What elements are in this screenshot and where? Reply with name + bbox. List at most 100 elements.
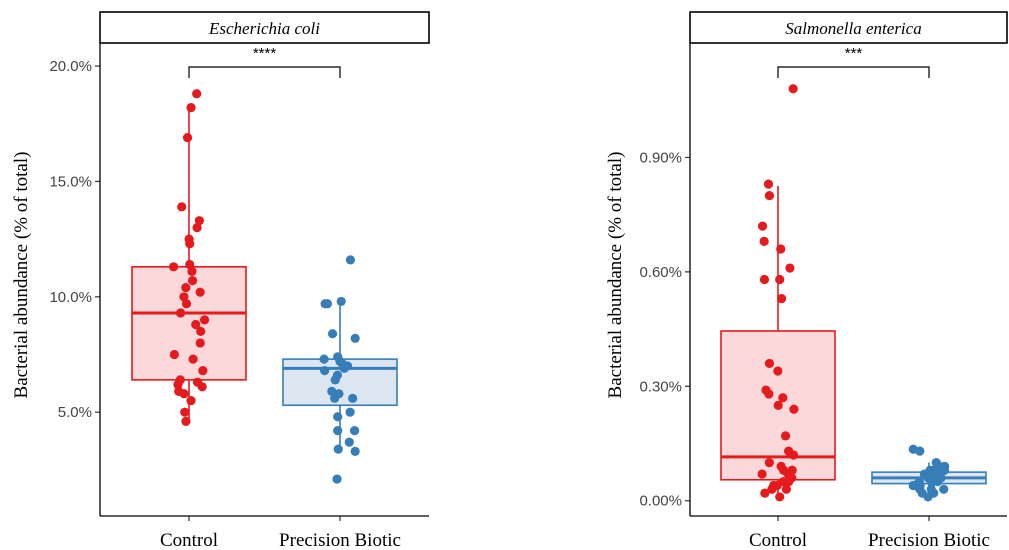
plot-area <box>95 65 398 521</box>
data-point <box>764 457 774 468</box>
data-point <box>350 333 360 343</box>
data-point <box>327 386 337 397</box>
y-axis-title: Bacterial abundance (% of total) <box>605 152 626 399</box>
strip-box <box>99 11 430 44</box>
data-point <box>780 431 791 441</box>
data-point <box>776 293 787 304</box>
data-point <box>185 259 195 270</box>
data-point <box>344 437 354 447</box>
data-point <box>339 363 349 373</box>
data-point <box>759 274 770 285</box>
data-point <box>349 426 360 436</box>
data-point <box>764 190 775 201</box>
y-tick-label: 0.00% <box>639 493 682 510</box>
data-point <box>199 315 210 325</box>
strip-title: Escherichia coli <box>208 19 320 38</box>
x-tick-label-control: Control <box>160 530 218 550</box>
data-point <box>333 444 343 454</box>
plot-area <box>685 66 987 521</box>
data-point <box>760 488 770 498</box>
data-point <box>197 382 207 392</box>
data-point <box>169 262 179 272</box>
y-tick-label: 20.0% <box>49 58 92 75</box>
data-point <box>187 276 198 286</box>
y-axis-title: Bacterial abundance (% of total) <box>11 152 32 399</box>
strip-title: Salmonella enterica <box>785 19 921 38</box>
x-tick-label-control: Control <box>749 530 807 550</box>
data-point <box>788 84 798 94</box>
y-tick-label: 5.0% <box>58 404 92 421</box>
data-point <box>785 263 795 273</box>
y-tick-label: 10.0% <box>49 289 92 306</box>
data-point <box>194 216 204 226</box>
data-point <box>196 326 206 337</box>
data-point <box>764 389 774 399</box>
data-point <box>764 358 775 369</box>
data-point <box>176 308 186 318</box>
data-point <box>186 396 196 406</box>
data-point <box>336 296 346 307</box>
data-point <box>169 349 179 360</box>
data-point <box>195 338 205 348</box>
data-point <box>327 329 338 339</box>
data-point <box>185 239 195 249</box>
data-point <box>333 412 343 422</box>
data-point <box>195 287 205 297</box>
x-tick-label-precision-biotic: Precision Biotic <box>279 530 401 550</box>
data-point <box>923 492 933 502</box>
data-point <box>939 484 949 494</box>
data-point <box>928 477 938 487</box>
data-point <box>767 484 777 494</box>
data-point <box>757 469 767 479</box>
data-point <box>345 407 355 417</box>
data-point <box>345 255 356 265</box>
data-point <box>181 299 192 309</box>
box-iqr <box>131 266 247 381</box>
data-point <box>788 450 799 460</box>
data-point <box>775 274 785 285</box>
data-point <box>192 89 202 99</box>
data-point <box>179 292 189 302</box>
y-tick-label: 15.0% <box>49 173 92 190</box>
data-point <box>173 379 183 390</box>
data-point <box>191 319 201 330</box>
panel-escherichia-coli: Escherichia coli Bacterial abundance (% … <box>11 11 430 550</box>
data-point <box>181 416 191 426</box>
data-point <box>320 366 330 376</box>
data-point <box>781 484 792 494</box>
significance-label: *** <box>845 45 863 62</box>
data-point <box>350 446 360 456</box>
data-point <box>330 393 340 403</box>
strip-box <box>689 11 1008 44</box>
data-point <box>192 222 202 233</box>
data-point <box>180 407 190 417</box>
data-point <box>778 393 788 403</box>
data-point <box>177 202 187 212</box>
data-point <box>179 389 189 399</box>
data-point <box>187 266 197 277</box>
data-point <box>333 426 343 436</box>
y-tick-label: 0.60% <box>639 264 682 281</box>
data-point <box>915 446 925 456</box>
data-point <box>182 133 193 143</box>
significance-bracket <box>777 66 930 78</box>
data-point <box>759 236 769 246</box>
y-tick-label: 0.30% <box>639 378 682 395</box>
data-point <box>789 404 799 414</box>
data-point <box>186 103 196 113</box>
data-point <box>188 354 198 364</box>
data-point <box>757 221 768 231</box>
panel-salmonella-enterica: Salmonella enterica Bacterial abundance … <box>605 11 1008 550</box>
data-point <box>773 400 783 410</box>
x-tick-label-precision-biotic: Precision Biotic <box>868 530 990 550</box>
y-tick-label: 0.90% <box>639 149 682 166</box>
data-point <box>775 492 785 502</box>
data-point <box>322 299 333 309</box>
significance-bracket <box>188 66 341 78</box>
data-point <box>319 354 329 364</box>
data-point <box>348 393 358 403</box>
data-point <box>773 366 783 376</box>
significance-label: **** <box>253 45 277 62</box>
data-point <box>330 375 340 385</box>
